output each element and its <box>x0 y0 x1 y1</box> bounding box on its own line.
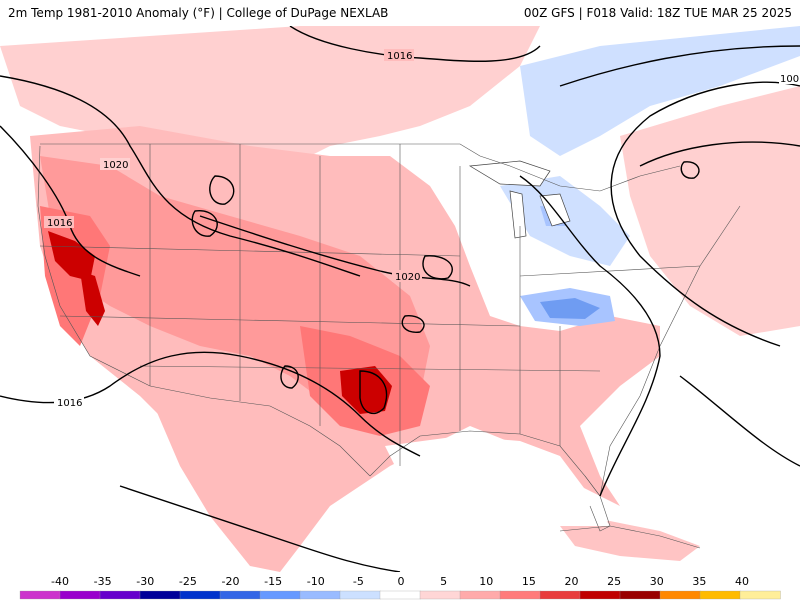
legend-tick-label: 5 <box>440 575 447 588</box>
state-line-7 <box>39 245 461 257</box>
cuba-outline <box>559 525 701 549</box>
legend-swatch <box>459 590 501 600</box>
legend-swatch <box>299 590 341 600</box>
legend-tick-label: 15 <box>522 575 536 588</box>
legend-tick-label: -15 <box>264 575 282 588</box>
isobar-label-atlantic: 100 <box>780 74 799 85</box>
header: 2m Temp 1981-2010 Anomaly (°F) | College… <box>0 0 800 26</box>
california-hot-spot <box>48 231 95 281</box>
legend-color-bar <box>19 590 781 600</box>
legend-tick-label: 35 <box>692 575 706 588</box>
legend-swatch <box>659 590 701 600</box>
legend-swatch <box>379 590 421 600</box>
isobar-central-1020 <box>199 215 471 287</box>
isobar-mexico <box>119 485 401 572</box>
legend-tick-label: -20 <box>222 575 240 588</box>
east-coast <box>599 205 741 497</box>
legend-tick-label: -10 <box>307 575 325 588</box>
gulf-of-mexico <box>385 436 610 526</box>
mexico-border <box>149 385 371 477</box>
northeast-warm-region <box>620 86 800 336</box>
isobar-east-1 <box>519 175 661 497</box>
valid-time: 00Z GFS | F018 Valid: 18Z TUE MAR 25 202… <box>523 6 792 20</box>
quebec-cool-region <box>520 26 800 156</box>
legend-swatch <box>99 590 141 600</box>
legend-tick-label: 30 <box>650 575 664 588</box>
isobar-pacific-1020 <box>0 75 361 277</box>
color-legend: -40 -35 -30 -25 -20 -15 -10 -5 0 5 10 15 20 25 30 35 40 <box>0 572 800 600</box>
canada-border <box>40 143 681 192</box>
legend-tick-label: 10 <box>479 575 493 588</box>
isobar-atlantic <box>610 81 800 347</box>
great-lakes <box>468 160 551 187</box>
legend-tick-label: 20 <box>565 575 579 588</box>
state-line-9 <box>139 365 601 372</box>
isobar-ring-4 <box>401 315 425 333</box>
mexico-warm-region <box>150 396 300 572</box>
isobar-lines <box>0 26 800 572</box>
legend-tick-labels: -40 -35 -30 -25 -20 -15 -10 -5 0 5 10 15 20 25 30 35 40 <box>51 575 749 588</box>
legend-tick-label: -35 <box>94 575 112 588</box>
legend-swatch <box>619 590 661 600</box>
legend-tick-label: 25 <box>607 575 621 588</box>
legend-tick-label: -5 <box>353 575 364 588</box>
legend-swatch <box>339 590 381 600</box>
legend-swatch <box>59 590 101 600</box>
legend-swatch <box>419 590 461 600</box>
isobar-labels: 1016 1016 1020 1016 1020 100 <box>44 49 800 409</box>
legend-tick-label: -40 <box>51 575 69 588</box>
isobar-ring-5 <box>280 365 299 389</box>
isobar-label-pacific: 1020 <box>103 160 128 171</box>
legend-swatch <box>539 590 581 600</box>
isobar-label-central: 1020 <box>395 272 420 283</box>
gulf-coast <box>369 430 601 497</box>
legend-tick-label: -25 <box>179 575 197 588</box>
isobar-east-2 <box>559 45 800 87</box>
isobar-ring-2 <box>191 210 218 237</box>
legend-swatch <box>579 590 621 600</box>
state-line-8 <box>59 315 521 327</box>
legend-swatch <box>699 590 741 600</box>
legend-swatch <box>19 590 61 600</box>
legend-swatch <box>739 590 781 600</box>
isobar-ring-3 <box>422 255 453 280</box>
isobar-label-north: 1016 <box>387 51 412 62</box>
legend-swatch <box>219 590 261 600</box>
ohio-valley-cold-core <box>540 298 600 319</box>
anomaly-map: 1016 1016 1020 1016 1020 100 <box>0 26 800 572</box>
caribbean-warm-region <box>560 521 700 561</box>
legend-swatch <box>259 590 301 600</box>
nevada-hot-spot <box>80 271 105 326</box>
warm-anomaly-regions <box>0 26 800 572</box>
legend-tick-label: 0 <box>398 575 405 588</box>
west-coast <box>37 145 151 387</box>
isobar-north-1016 <box>289 26 541 62</box>
isobar-atlantic-south <box>679 375 800 467</box>
isobar-label-southwest: 1016 <box>57 398 82 409</box>
state-line-10 <box>519 265 701 277</box>
isobar-ring-6 <box>680 161 700 179</box>
lake-michigan <box>509 190 527 239</box>
map-title: 2m Temp 1981-2010 Anomaly (°F) | College… <box>8 6 389 20</box>
legend-swatch <box>139 590 181 600</box>
isobar-ring-texas <box>359 370 388 415</box>
borders <box>37 143 741 549</box>
legend-swatch <box>499 590 541 600</box>
legend-tick-label: -30 <box>136 575 154 588</box>
legend-tick-label: 40 <box>735 575 749 588</box>
legend-swatch <box>179 590 221 600</box>
isobar-ring-1 <box>209 175 235 205</box>
isobar-label-west: 1016 <box>47 218 72 229</box>
